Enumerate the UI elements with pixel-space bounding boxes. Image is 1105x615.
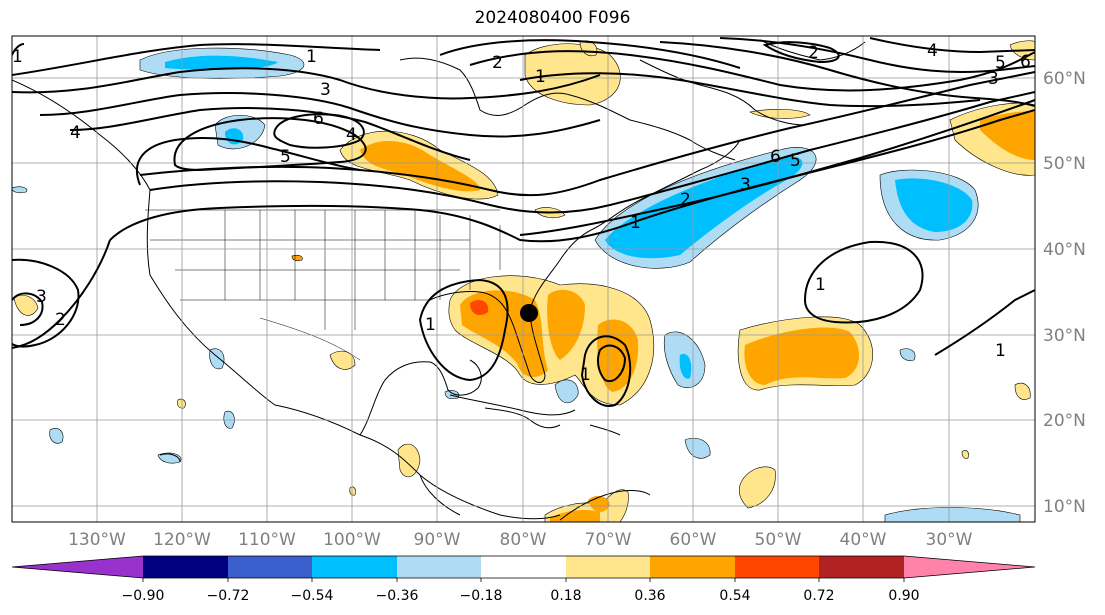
colorbar-tick-label: −0.72 <box>207 588 250 604</box>
lat-label: 40°N <box>1043 240 1086 260</box>
contour-label: 2 <box>680 190 691 210</box>
contour-label: 2 <box>55 310 66 330</box>
contour-label: 3 <box>988 69 999 89</box>
contour-label: 6 <box>1020 52 1031 72</box>
contour-label: 1 <box>815 275 826 295</box>
colorbar-tick-label: 0.90 <box>888 588 919 604</box>
coastlines <box>12 39 866 521</box>
lat-label: 60°N <box>1043 69 1086 89</box>
contour-label: 5 <box>995 53 1006 73</box>
colorbar-segment <box>481 556 566 578</box>
contour-label: 1 <box>425 315 436 335</box>
colorbar-segment <box>566 556 650 578</box>
contour-label: 5 <box>280 147 291 167</box>
colorbar-segment <box>650 556 735 578</box>
colorbar-tick-label: 0.72 <box>803 588 834 604</box>
contour-label: 3 <box>36 287 47 307</box>
colorbar-tick-label: 0.36 <box>634 588 665 604</box>
lat-label: 30°N <box>1043 326 1086 346</box>
colorbar-segment <box>735 556 819 578</box>
lat-label: 20°N <box>1043 411 1086 431</box>
contour-label: 6 <box>313 109 324 129</box>
colorbar-segment <box>312 556 397 578</box>
lat-label: 50°N <box>1043 154 1086 174</box>
graticule <box>12 36 1035 522</box>
positive-anomaly-shading <box>13 40 1035 522</box>
map-frame <box>11 35 1036 523</box>
contour-label: 4 <box>927 41 938 61</box>
contour-label: 1 <box>995 341 1006 361</box>
colorbar-segment <box>143 556 228 578</box>
colorbar-tick-label: −0.54 <box>291 588 334 604</box>
lon-label: 50°W <box>755 530 802 550</box>
latitude-labels: 60°N 50°N 40°N 30°N 20°N 10°N <box>1043 69 1086 517</box>
contour-label: 2 <box>492 53 503 73</box>
lon-label: 60°W <box>670 530 717 550</box>
contour-label: 4 <box>346 125 357 145</box>
lon-label: 90°W <box>414 530 461 550</box>
contour-label: 1 <box>306 47 317 67</box>
map-title: 2024080400 F096 <box>474 8 631 28</box>
colorbar-extend-low <box>12 556 143 578</box>
contour-label: 1 <box>630 213 641 233</box>
colorbar-tick-labels: −0.90 −0.72 −0.54 −0.36 −0.18 0.18 0.36 … <box>122 588 920 604</box>
state-borders <box>145 209 501 361</box>
contour-label: 1 <box>12 47 23 67</box>
colorbar <box>11 555 1036 582</box>
colorbar-extend-high <box>904 556 1035 578</box>
storm-position-dot <box>520 304 538 322</box>
contour-lines <box>12 37 1035 407</box>
colorbar-tick-label: 0.54 <box>719 588 750 604</box>
colorbar-tick-label: 0.18 <box>550 588 581 604</box>
contour-label: 3 <box>320 80 331 100</box>
lon-label: 30°W <box>926 530 973 550</box>
colorbar-segment <box>228 556 312 578</box>
lon-label: 80°W <box>500 530 547 550</box>
lon-label: 130°W <box>68 530 126 550</box>
colorbar-tick-label: −0.18 <box>460 588 503 604</box>
longitude-labels: 130°W 120°W 110°W 100°W 90°W 80°W 70°W 6… <box>68 530 973 550</box>
colorbar-segment <box>397 556 481 578</box>
contour-label: 5 <box>790 151 801 171</box>
contour-label: 1 <box>580 365 591 385</box>
colorbar-tick-label: −0.36 <box>376 588 419 604</box>
lon-label: 100°W <box>323 530 381 550</box>
contour-label-group: 1 3 6 5 4 2 6 5 4 3 1 1 2 3 1 1 1 2 3 5 … <box>12 41 1031 385</box>
contour-label: 6 <box>770 147 781 167</box>
colorbar-segment <box>819 556 904 578</box>
contour-label: 1 <box>535 67 546 87</box>
lon-label: 40°W <box>840 530 887 550</box>
lon-label: 120°W <box>153 530 211 550</box>
colorbar-tick-label: −0.90 <box>122 588 165 604</box>
map-area: 1 3 6 5 4 2 6 5 4 3 1 1 2 3 1 1 1 2 3 5 … <box>12 36 1035 522</box>
contour-label: 2 <box>808 43 819 63</box>
negative-anomaly-shading <box>12 47 1021 522</box>
lon-label: 110°W <box>238 530 296 550</box>
lat-label: 10°N <box>1043 497 1086 517</box>
lon-label: 70°W <box>585 530 632 550</box>
contour-label: 3 <box>740 175 751 195</box>
contour-label: 4 <box>70 123 81 143</box>
